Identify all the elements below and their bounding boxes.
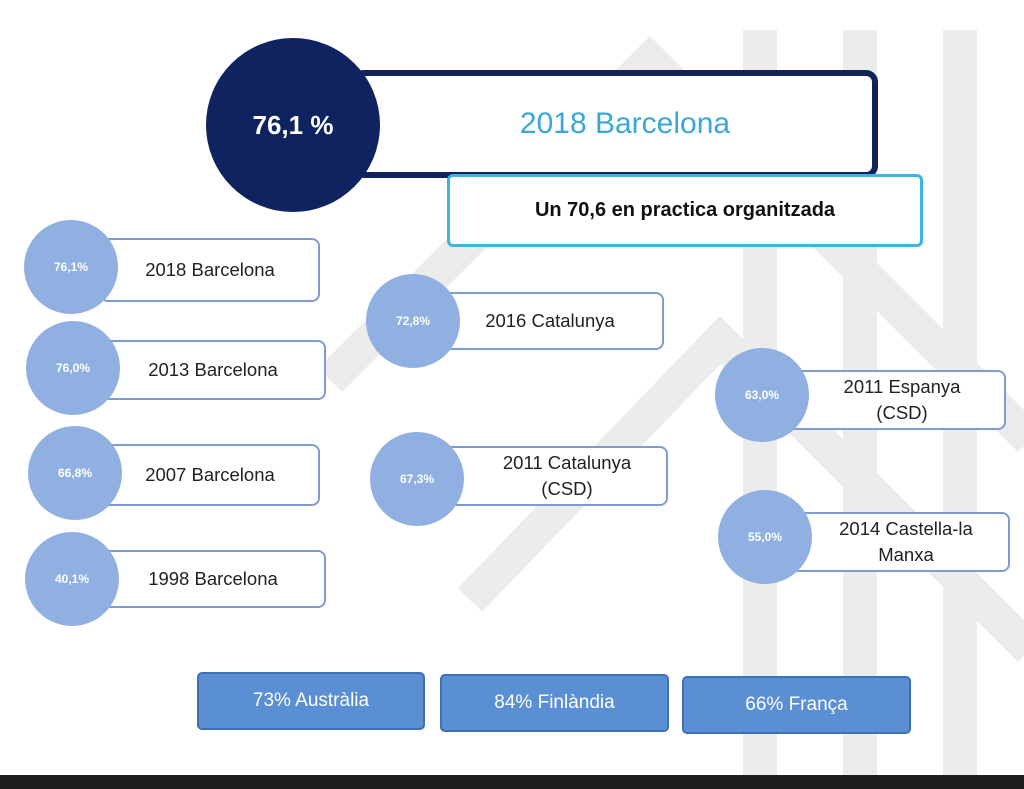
country-badge-france: 66% França (682, 676, 911, 734)
survey-percent: 67,3% (399, 472, 435, 486)
survey-label-box: 2007 Barcelona (100, 444, 320, 506)
survey-percent-circle: 67,3% (370, 432, 464, 526)
survey-label: 2007 Barcelona (145, 464, 275, 486)
survey-label: 2011 Espanya (CSD) (843, 376, 961, 423)
headline-subtitle-box: Un 70,6 en practica organitzada (447, 174, 923, 247)
survey-label: 2018 Barcelona (145, 259, 275, 281)
survey-percent: 76,1% (53, 260, 89, 274)
survey-percent-circle: 72,8% (366, 274, 460, 368)
headline-percent: 76,1 % (252, 109, 334, 140)
survey-label-box: 2011 Catalunya (CSD) (440, 446, 668, 506)
survey-label-box: 2013 Barcelona (100, 340, 326, 400)
headline-subtitle: Un 70,6 en practica organitzada (534, 199, 836, 221)
survey-label: 1998 Barcelona (148, 568, 278, 590)
country-label: 66% França (745, 694, 848, 715)
country-label: 73% Austràlia (252, 690, 370, 711)
survey-percent-circle: 76,1% (24, 220, 118, 314)
survey-percent-circle: 55,0% (718, 490, 812, 584)
headline-title: 2018 Barcelona (519, 107, 731, 140)
survey-label-box: 2011 Espanya (CSD) (778, 370, 1006, 430)
survey-percent-circle: 66,8% (28, 426, 122, 520)
country-label: 84% Finlàndia (494, 692, 615, 713)
survey-percent: 76,0% (55, 361, 91, 375)
survey-percent-circle: 40,1% (25, 532, 119, 626)
survey-label-box: 1998 Barcelona (100, 550, 326, 608)
survey-label-box: 2014 Castella-la Manxa (778, 512, 1010, 572)
survey-percent: 40,1% (54, 572, 90, 586)
survey-label: 2011 Catalunya (CSD) (502, 452, 632, 499)
survey-label: 2016 Catalunya (485, 310, 615, 332)
headline-box: 2018 Barcelona (352, 70, 878, 178)
survey-label-box: 2016 Catalunya (436, 292, 664, 350)
survey-percent-circle: 63,0% (715, 348, 809, 442)
bottom-border (0, 775, 1024, 789)
survey-percent: 63,0% (744, 388, 780, 402)
survey-percent: 72,8% (395, 314, 431, 328)
headline-percent-circle: 76,1 % (206, 38, 380, 212)
survey-label-box: 2018 Barcelona (100, 238, 320, 302)
survey-label: 2013 Barcelona (148, 359, 278, 381)
country-badge-finland: 84% Finlàndia (440, 674, 669, 732)
survey-label: 2014 Castella-la Manxa (839, 518, 973, 565)
survey-percent-circle: 76,0% (26, 321, 120, 415)
survey-percent: 55,0% (747, 530, 783, 544)
survey-percent: 66,8% (57, 466, 93, 480)
country-badge-australia: 73% Austràlia (197, 672, 425, 730)
